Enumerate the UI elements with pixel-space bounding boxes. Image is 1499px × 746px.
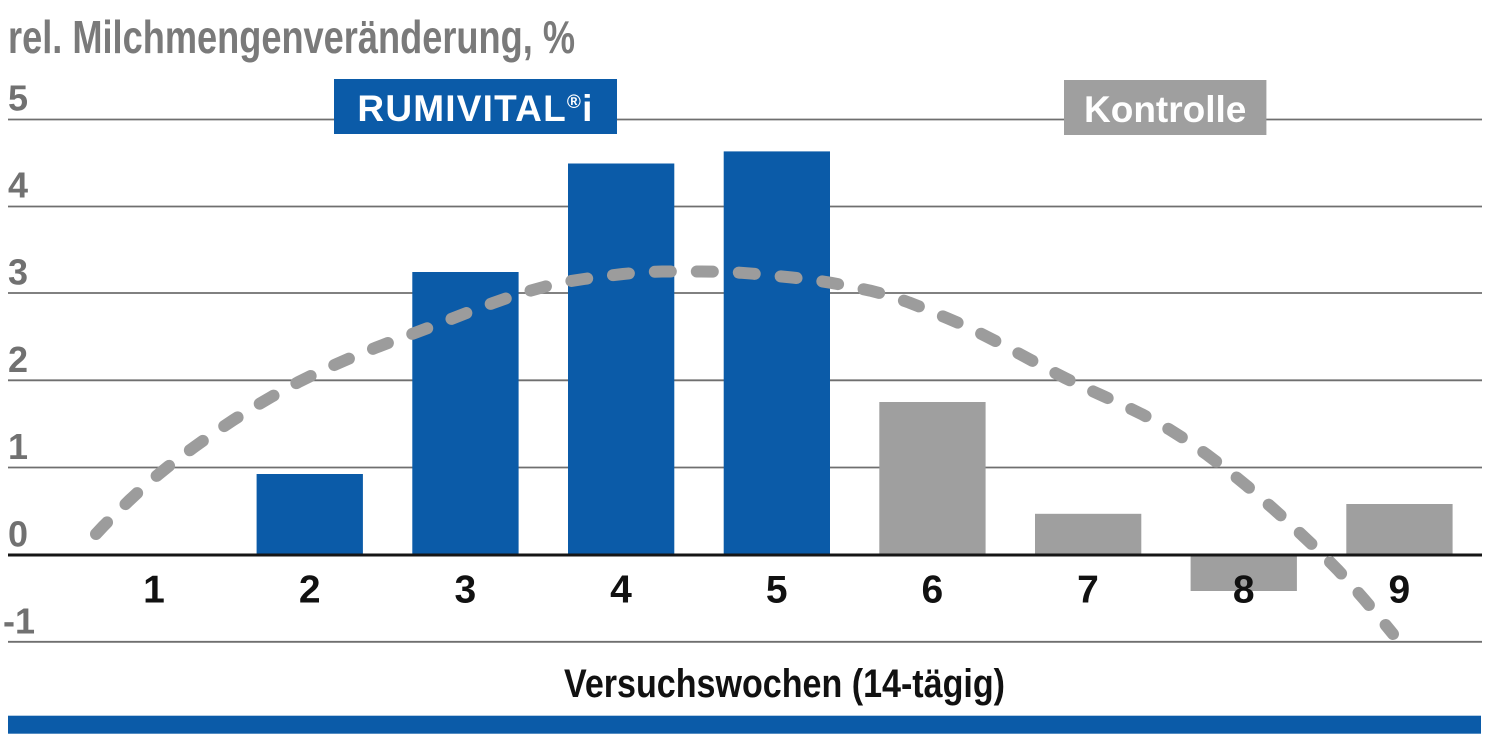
svg-text:Kontrolle: Kontrolle [1084, 89, 1246, 130]
svg-text:RUMIVITAL®i: RUMIVITAL®i [357, 88, 593, 129]
svg-text:2: 2 [299, 569, 321, 612]
svg-text:7: 7 [1077, 569, 1099, 612]
svg-text:5: 5 [766, 569, 788, 612]
svg-text:1: 1 [8, 426, 28, 467]
svg-text:3: 3 [455, 569, 477, 612]
svg-text:2: 2 [8, 339, 28, 380]
svg-text:rel. Milchmengenveränderung, %: rel. Milchmengenveränderung, % [8, 11, 575, 63]
svg-text:8: 8 [1233, 569, 1255, 612]
svg-text:9: 9 [1389, 569, 1411, 612]
svg-text:3: 3 [8, 252, 28, 293]
svg-text:1: 1 [143, 569, 165, 612]
svg-text:4: 4 [610, 569, 632, 612]
svg-text:-1: -1 [3, 601, 35, 642]
svg-text:0: 0 [8, 514, 28, 555]
svg-text:6: 6 [922, 569, 944, 612]
svg-text:4: 4 [8, 165, 28, 206]
svg-text:5: 5 [8, 78, 28, 119]
svg-text:Versuchswochen (14-tägig): Versuchswochen (14-tägig) [564, 662, 1005, 706]
